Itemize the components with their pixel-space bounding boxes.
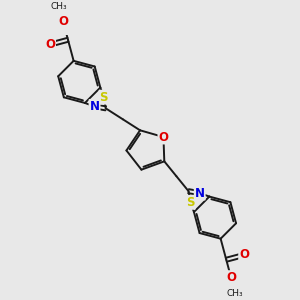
- Text: O: O: [58, 15, 68, 28]
- Text: O: O: [45, 38, 55, 51]
- Text: O: O: [239, 248, 249, 262]
- Text: O: O: [158, 130, 169, 143]
- Text: S: S: [100, 91, 108, 104]
- Text: O: O: [226, 271, 236, 284]
- Text: CH₃: CH₃: [51, 2, 67, 10]
- Text: N: N: [195, 187, 205, 200]
- Text: N: N: [89, 100, 100, 113]
- Text: S: S: [186, 196, 195, 209]
- Text: CH₃: CH₃: [227, 289, 244, 298]
